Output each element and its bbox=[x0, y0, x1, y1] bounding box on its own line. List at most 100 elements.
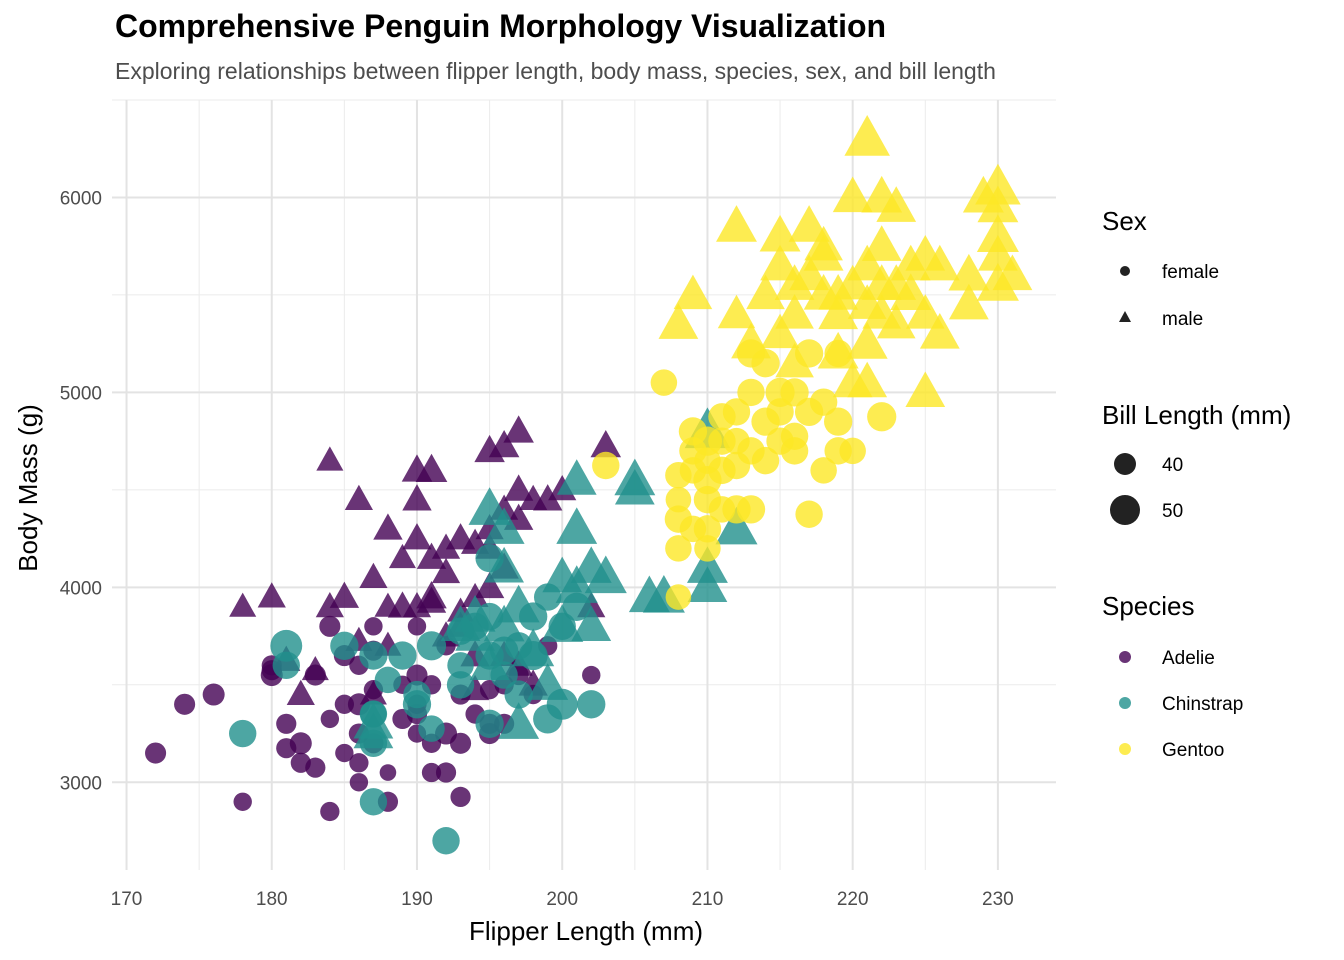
data-point bbox=[483, 507, 525, 544]
data-point bbox=[694, 535, 721, 562]
data-point bbox=[584, 555, 627, 594]
data-point bbox=[450, 786, 471, 807]
legend-species-title: Species bbox=[1102, 591, 1195, 621]
data-point bbox=[233, 792, 252, 811]
series-gentoo-male bbox=[658, 115, 1033, 408]
data-point bbox=[976, 214, 1019, 252]
data-point bbox=[846, 322, 888, 359]
data-point bbox=[512, 628, 555, 667]
data-point bbox=[919, 312, 960, 349]
data-point bbox=[541, 604, 584, 642]
legend-sex-female: female bbox=[1162, 262, 1219, 283]
data-point bbox=[905, 294, 945, 329]
data-point bbox=[403, 680, 431, 709]
y-tick-label: 6000 bbox=[60, 188, 102, 209]
data-point bbox=[416, 631, 447, 661]
data-point bbox=[431, 557, 461, 584]
data-point bbox=[488, 429, 520, 458]
data-point bbox=[686, 546, 728, 583]
data-point bbox=[716, 205, 757, 242]
legend-chinstrap-swatch bbox=[1119, 697, 1131, 709]
data-point bbox=[335, 743, 354, 763]
data-point bbox=[614, 468, 655, 505]
series-chinstrap-male bbox=[353, 407, 758, 749]
data-point bbox=[418, 715, 445, 742]
data-point bbox=[402, 523, 432, 550]
legend-adelie-swatch bbox=[1119, 651, 1131, 663]
data-point bbox=[555, 565, 598, 603]
data-point bbox=[402, 484, 432, 511]
data-point bbox=[301, 655, 329, 681]
data-point bbox=[320, 709, 340, 729]
x-axis-title: Flipper Length (mm) bbox=[469, 916, 703, 946]
data-point bbox=[406, 664, 428, 686]
data-point bbox=[905, 371, 946, 408]
data-point bbox=[416, 586, 447, 613]
data-point bbox=[577, 690, 606, 719]
data-point bbox=[650, 369, 678, 396]
data-point bbox=[948, 283, 989, 320]
data-point bbox=[844, 115, 890, 156]
data-point bbox=[446, 671, 475, 699]
data-point bbox=[469, 644, 510, 680]
data-point bbox=[751, 446, 780, 475]
data-point bbox=[359, 641, 388, 670]
data-point bbox=[809, 388, 838, 416]
data-point bbox=[795, 500, 823, 528]
data-point bbox=[316, 446, 344, 471]
x-tick-label: 200 bbox=[546, 889, 578, 910]
data-point bbox=[736, 495, 766, 524]
data-point bbox=[454, 595, 496, 632]
legend-size-title: Bill Length (mm) bbox=[1102, 400, 1291, 430]
data-point bbox=[876, 303, 916, 339]
y-tick-label: 5000 bbox=[60, 383, 102, 404]
data-point bbox=[824, 407, 853, 436]
data-point bbox=[359, 788, 388, 816]
data-point bbox=[876, 186, 917, 222]
data-point bbox=[861, 264, 902, 300]
data-point bbox=[421, 762, 442, 783]
series-gentoo-female bbox=[592, 339, 897, 610]
legend-sex-title: Sex bbox=[1102, 206, 1147, 236]
data-point bbox=[145, 742, 167, 764]
data-point bbox=[737, 378, 765, 407]
data-point bbox=[760, 244, 800, 281]
data-point bbox=[708, 403, 736, 431]
data-point bbox=[679, 457, 707, 484]
data-point bbox=[839, 437, 866, 465]
data-point bbox=[962, 175, 1004, 213]
axes: 170 180 190 200 210 220 230 3000 4000 5000 6000 bbox=[60, 188, 1014, 910]
legend-size-40-circle-icon bbox=[1114, 453, 1136, 475]
data-point bbox=[349, 753, 369, 773]
data-point bbox=[673, 274, 713, 310]
data-point bbox=[504, 680, 533, 709]
data-point bbox=[503, 415, 534, 443]
data-point bbox=[373, 513, 403, 540]
data-point bbox=[861, 225, 902, 261]
data-point bbox=[344, 484, 373, 511]
data-point bbox=[497, 584, 540, 623]
data-point bbox=[992, 254, 1033, 291]
data-point bbox=[780, 378, 809, 407]
data-point bbox=[447, 652, 474, 679]
data-point bbox=[229, 719, 257, 748]
data-point bbox=[582, 665, 601, 685]
data-point bbox=[276, 713, 297, 734]
data-point bbox=[432, 827, 460, 855]
legend-female-circle-icon bbox=[1120, 266, 1130, 276]
data-point bbox=[359, 562, 388, 588]
data-point bbox=[766, 398, 794, 426]
data-point bbox=[817, 331, 859, 369]
data-point bbox=[461, 582, 489, 608]
data-point bbox=[803, 235, 844, 271]
data-point bbox=[847, 244, 888, 281]
data-point bbox=[867, 402, 897, 432]
data-point bbox=[202, 683, 225, 706]
legend-male-triangle-icon bbox=[1119, 311, 1131, 322]
data-point bbox=[415, 453, 448, 483]
data-point bbox=[388, 641, 417, 670]
data-point bbox=[775, 342, 814, 378]
x-tick-label: 170 bbox=[111, 889, 143, 910]
data-point bbox=[693, 515, 722, 543]
data-point bbox=[948, 253, 990, 291]
